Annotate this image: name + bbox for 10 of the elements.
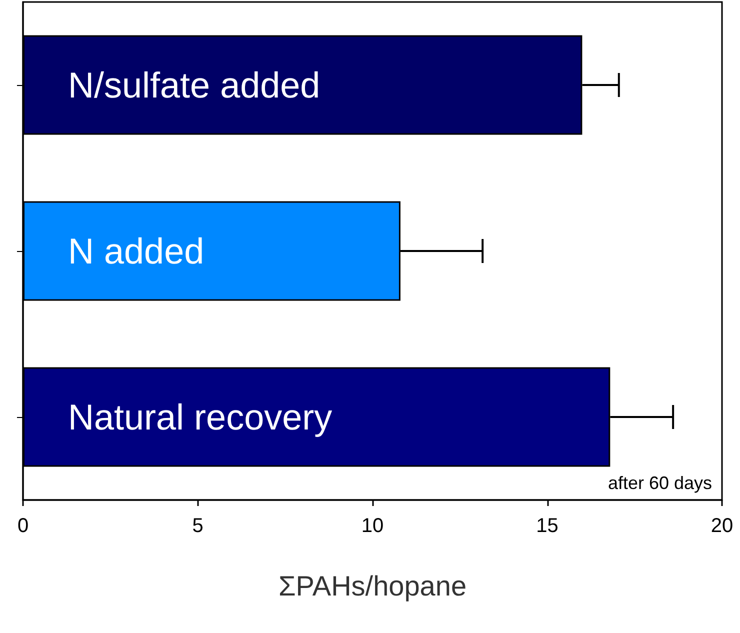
x-tick-label: 0 <box>17 515 29 537</box>
x-tick-label: 20 <box>710 515 734 537</box>
annotation: after 60 days <box>608 473 712 493</box>
y-tick-label: N added <box>68 230 204 272</box>
x-tick-label: 10 <box>361 515 384 537</box>
x-tick-label: 15 <box>536 515 558 537</box>
y-tick-label: N/sulfate added <box>68 64 320 106</box>
x-axis-title: ΣPAHs/hopane <box>278 570 467 602</box>
y-tick-label: Natural recovery <box>68 396 332 438</box>
x-tick-label: 5 <box>192 515 204 537</box>
